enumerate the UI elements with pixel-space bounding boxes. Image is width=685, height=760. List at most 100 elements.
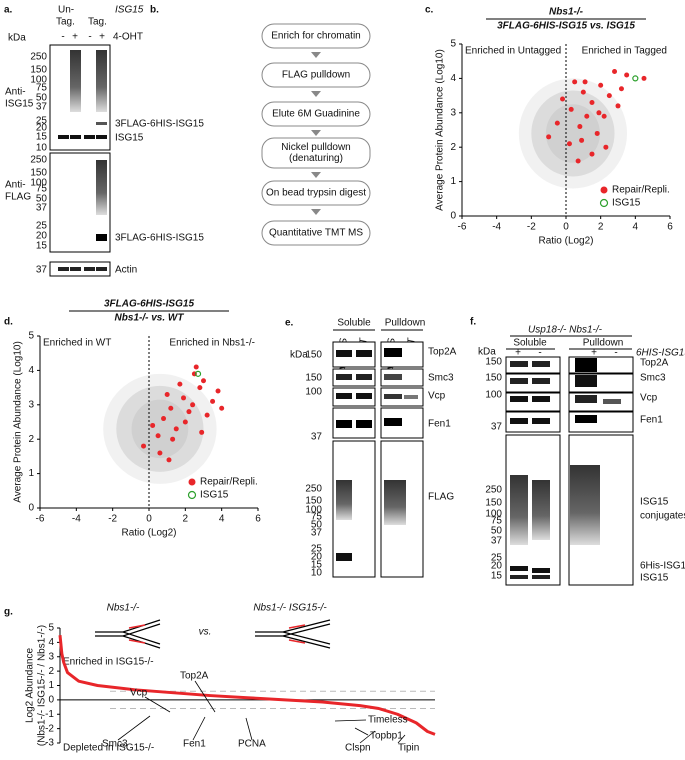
x-tick-label: -4	[72, 514, 81, 525]
panel-label: d.	[4, 317, 13, 328]
leader-line	[397, 734, 406, 744]
y-tick-label: 1	[28, 468, 34, 479]
panel-label: f.	[470, 317, 476, 328]
band	[384, 418, 402, 426]
leader-line	[245, 717, 253, 741]
band	[532, 575, 550, 579]
y-label: Average Protein Abundance (Log10)	[435, 49, 446, 211]
data-point	[164, 391, 170, 397]
band	[336, 480, 352, 520]
marker: 37	[36, 102, 48, 113]
protein-label: Vcp	[130, 688, 148, 699]
band	[532, 378, 550, 384]
marker: 25	[36, 116, 48, 127]
smear	[70, 50, 81, 112]
band	[575, 395, 597, 403]
y-label: Log2 Abundance	[25, 648, 36, 724]
step-box	[261, 137, 371, 169]
marker: 50	[491, 526, 503, 537]
band	[356, 350, 372, 357]
band-label: Smc3	[428, 373, 454, 384]
step-text: On bead trypsin digest	[266, 188, 366, 199]
band	[404, 395, 418, 399]
band	[575, 375, 597, 387]
data-point	[161, 416, 167, 422]
group-label: Soluble	[337, 318, 371, 329]
band	[84, 135, 95, 139]
data-point	[568, 106, 574, 112]
data-point	[582, 79, 588, 85]
band-label: Vcp	[640, 393, 658, 404]
protein-label: Topbp1	[370, 731, 403, 742]
data-point	[219, 405, 225, 411]
marker: 50	[36, 194, 48, 205]
panel-label: b.	[150, 5, 159, 16]
annotation: Enriched in Untagged	[465, 46, 561, 57]
marker: 100	[485, 390, 502, 401]
band	[384, 348, 402, 357]
panel-label: a.	[4, 5, 13, 16]
band-label: FLAG	[428, 492, 454, 503]
label: Un-	[58, 5, 74, 16]
x-tick-label: -6	[36, 514, 45, 525]
band	[96, 135, 107, 139]
band	[70, 135, 81, 139]
band-label: Top2A	[640, 358, 669, 369]
y-tick-label: 1	[48, 680, 54, 691]
marker: 150	[485, 357, 502, 368]
marker: 10	[311, 568, 323, 579]
band	[575, 415, 597, 423]
y-label: Average Protein Abundance (Log10)	[13, 341, 24, 503]
data-point	[168, 405, 174, 411]
data-point	[618, 86, 624, 92]
data-point	[601, 113, 607, 119]
band-label: Vcp	[428, 391, 446, 402]
y-tick-label: 0	[28, 503, 34, 514]
group-label: Pulldown	[583, 338, 624, 349]
data-point	[584, 113, 590, 119]
leader-line	[359, 730, 376, 744]
marker: 250	[485, 485, 502, 496]
band-label: 6His-ISG15	[640, 561, 685, 572]
marker: 100	[30, 75, 47, 86]
y-tick-label: 3	[48, 651, 54, 662]
data-point	[190, 402, 196, 408]
band	[384, 394, 402, 399]
antibody: FLAG	[5, 192, 31, 203]
protein-label: PCNA	[238, 739, 266, 750]
arrow	[311, 209, 321, 215]
data-point	[575, 158, 581, 164]
annotation: Enriched in ISG15-/-	[63, 657, 154, 668]
marker: 50	[311, 520, 323, 531]
x-label: Ratio (Log2)	[538, 236, 593, 247]
leader-line	[117, 715, 151, 741]
band	[510, 475, 528, 545]
y-tick-label: 5	[48, 623, 54, 634]
y-tick-label: 0	[48, 695, 54, 706]
legend-label: Repair/Repli.	[612, 185, 670, 196]
band	[510, 378, 528, 384]
y-tick-label: -1	[45, 709, 54, 720]
band	[510, 361, 528, 367]
data-point	[596, 110, 602, 116]
band	[356, 393, 372, 399]
blot	[332, 368, 376, 387]
step-box	[261, 62, 371, 88]
band	[570, 465, 600, 545]
data-point	[598, 82, 604, 88]
data-point	[215, 388, 221, 394]
band	[336, 420, 352, 428]
band	[84, 267, 95, 271]
marker: 150	[30, 168, 47, 179]
x-tick-label: 4	[633, 222, 639, 233]
annotation: Enriched in Nbs1-/-	[169, 338, 255, 349]
leader-line	[194, 680, 216, 713]
label: kDa	[8, 33, 26, 44]
data-point	[580, 89, 586, 95]
label: kDa	[290, 350, 308, 361]
data-point	[194, 370, 202, 377]
step-box	[261, 220, 371, 246]
marker: 50	[36, 93, 48, 104]
band	[510, 566, 528, 571]
